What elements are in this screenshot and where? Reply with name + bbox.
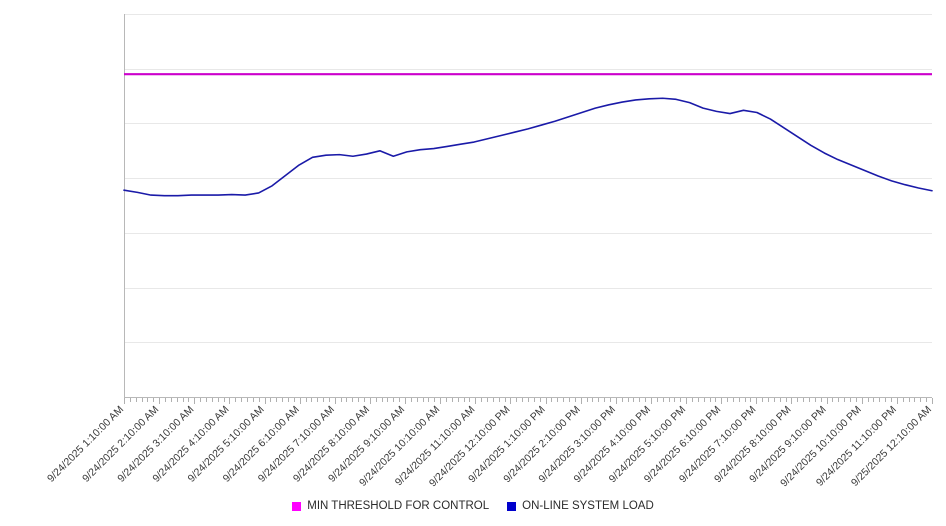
legend-label-min-threshold: MIN THRESHOLD FOR CONTROL	[307, 500, 490, 512]
chart-gridlines	[124, 14, 932, 398]
x-axis-tick-marks	[124, 398, 933, 404]
legend-swatch-icon-on-line-system-load	[507, 501, 517, 511]
x-axis-tick-labels: 9/24/2025 1:10:00 AM9/24/2025 2:10:00 AM…	[45, 404, 934, 490]
legend-item-on-line-system-load[interactable]: ON-LINE SYSTEM LOAD	[507, 500, 654, 512]
chart-legend: MIN THRESHOLD FOR CONTROL ON-LINE SYSTEM…	[0, 496, 946, 516]
legend-item-min-threshold-for-control[interactable]: MIN THRESHOLD FOR CONTROL	[292, 500, 489, 512]
legend-swatch-icon-min-threshold	[292, 501, 302, 511]
chart-axes	[124, 14, 932, 398]
legend-label-on-line-system-load: ON-LINE SYSTEM LOAD	[522, 500, 654, 512]
series-online-system-load	[123, 97, 933, 197]
